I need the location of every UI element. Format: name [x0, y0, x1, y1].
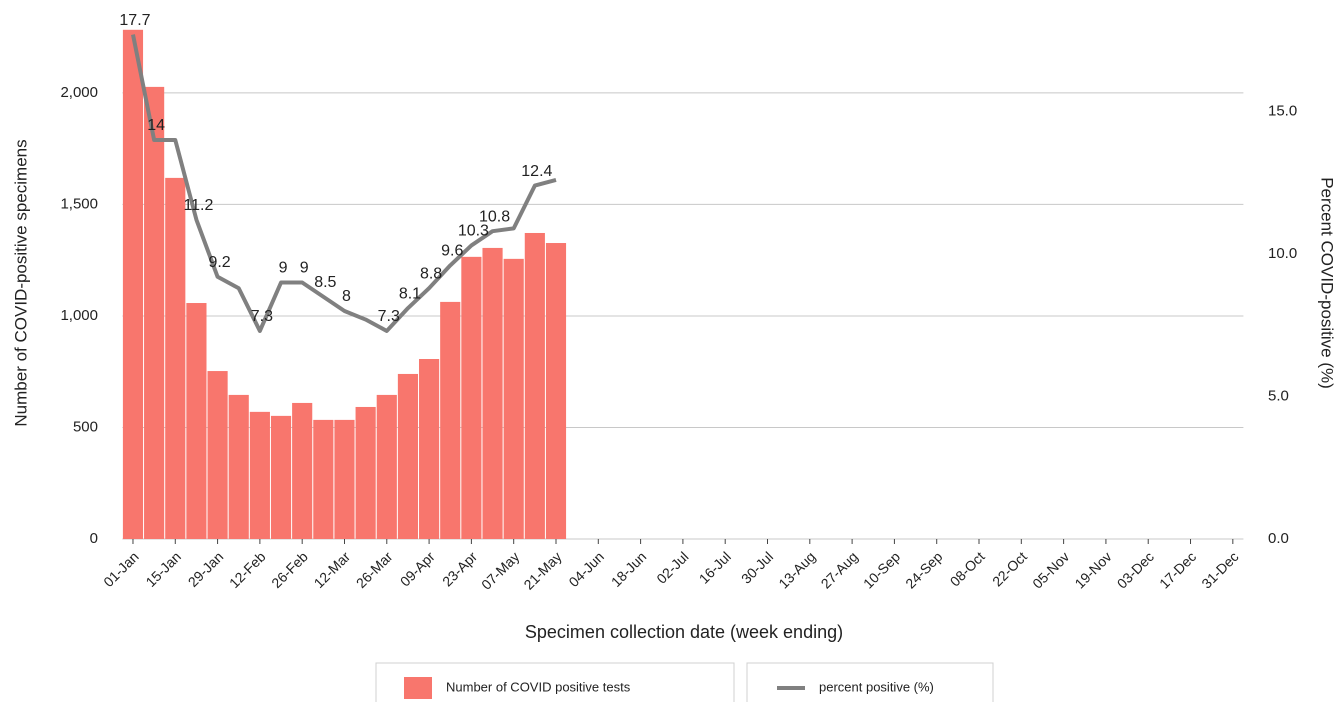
y-tick-label: 0 [90, 530, 98, 547]
line [131, 34, 557, 333]
x-tick-label: 02-Jul [653, 548, 691, 586]
bar [228, 394, 249, 539]
y-tick-label: 500 [73, 418, 98, 435]
bar [545, 243, 567, 539]
bar [292, 402, 313, 539]
bar [249, 411, 270, 539]
y-tick-label: 2,000 [60, 84, 98, 101]
x-tick-label: 21-May [520, 548, 564, 592]
data-label: 7.3 [378, 308, 400, 325]
x-tick-label: 10-Sep [860, 548, 903, 591]
bar [270, 415, 292, 539]
y2-axis-title: Percent COVID-positive (%) [1318, 177, 1337, 389]
y-tick-label: 1,500 [60, 195, 98, 212]
x-tick-label: 15-Jan [142, 548, 184, 590]
x-tick-label: 07-May [478, 548, 522, 592]
bar [144, 86, 165, 539]
data-label: 11.2 [183, 197, 213, 214]
bar [524, 232, 545, 539]
data-label: 8 [342, 288, 351, 305]
x-tick-label: 09-Apr [397, 548, 438, 589]
x-tick-label: 12-Feb [226, 548, 269, 591]
bar [482, 247, 503, 539]
x-tick-label: 04-Jun [565, 548, 607, 590]
data-label: 12.4 [521, 163, 552, 180]
x-tick-label: 12-Mar [311, 548, 354, 591]
bar [186, 303, 207, 539]
x-tick-label: 13-Aug [775, 548, 818, 591]
x-tick-label: 19-Nov [1071, 548, 1114, 591]
x-tick-label: 05-Nov [1029, 548, 1072, 591]
y2-tick-label: 15.0 [1268, 102, 1297, 119]
data-label: 8.1 [399, 285, 421, 302]
x-tick-label: 27-Aug [818, 548, 861, 591]
legend-label: Number of COVID positive tests [446, 679, 631, 694]
x-tick-label: 26-Mar [353, 548, 396, 591]
bar [313, 419, 334, 539]
data-label: 17.7 [119, 12, 150, 29]
data-label: 9 [279, 260, 288, 277]
data-label: 10.3 [458, 223, 489, 240]
data-label: 14 [147, 117, 165, 134]
y-axis-title: Number of COVID-positive specimens [11, 139, 30, 426]
y2-tick-label: 0.0 [1268, 530, 1289, 547]
bar [461, 256, 482, 539]
legend-label: percent positive (%) [819, 679, 934, 694]
x-tick-label: 26-Feb [268, 548, 311, 591]
bar [419, 359, 440, 539]
x-tick-label: 03-Dec [1114, 548, 1157, 591]
x-tick-label: 30-Jul [738, 548, 776, 586]
legend-box [746, 662, 994, 702]
x-tick-label: 08-Oct [947, 548, 988, 589]
legend-box [375, 662, 735, 702]
data-label: 9.2 [208, 254, 230, 271]
x-axis-title: Specimen collection date (week ending) [525, 622, 843, 642]
y2-tick-label: 5.0 [1268, 387, 1289, 404]
bar [376, 394, 397, 539]
data-label: 7.3 [251, 308, 273, 325]
bar [503, 258, 524, 539]
data-label: 8.5 [314, 274, 336, 291]
x-tick-label: 17-Dec [1156, 548, 1199, 591]
x-tick-label: 22-Oct [989, 548, 1030, 589]
bar [122, 29, 144, 539]
data-label: 9 [300, 260, 309, 277]
x-tick-label: 16-Jul [696, 548, 734, 586]
x-tick-label: 01-Jan [100, 548, 142, 590]
data-label: 8.8 [420, 265, 442, 282]
data-label: 9.6 [441, 243, 463, 260]
bar [334, 419, 355, 539]
bar [397, 373, 419, 539]
y-tick-label: 1,000 [60, 307, 98, 324]
x-tick-label: 31-Dec [1198, 548, 1241, 591]
bar [440, 301, 461, 539]
bar [355, 406, 376, 539]
x-tick-label: 24-Sep [902, 548, 945, 591]
bar [165, 177, 186, 539]
x-tick-label: 23-Apr [439, 548, 480, 589]
x-tick-label: 29-Jan [185, 548, 227, 590]
x-tick-label: 18-Jun [608, 548, 650, 590]
bar [207, 371, 228, 539]
legend-swatch [404, 677, 432, 699]
y2-tick-label: 10.0 [1268, 245, 1297, 262]
data-label: 10.8 [479, 208, 510, 225]
